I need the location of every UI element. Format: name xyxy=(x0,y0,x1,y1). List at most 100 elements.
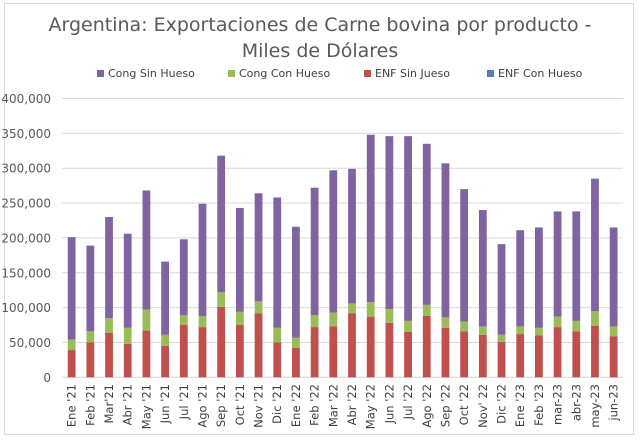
bar-cong-con-hueso xyxy=(553,316,562,328)
y-tick-label: 400,000 xyxy=(1,92,51,106)
x-tick-label: mar-23 xyxy=(551,384,565,425)
x-tick-label: Abr '21 xyxy=(121,384,135,425)
bar-cong-con-hueso xyxy=(441,317,450,328)
legend-item-enf-con-hueso: ENF Con Hueso xyxy=(487,66,582,82)
bar-cong-con-hueso xyxy=(179,315,188,326)
x-tick-label: jun-23 xyxy=(607,384,621,422)
bar-enf-sin-jueso xyxy=(497,341,506,378)
y-tick-label: 200,000 xyxy=(1,231,51,245)
legend-label: Cong Con Hueso xyxy=(239,67,331,80)
chart-title-line-2: Miles de Dólares xyxy=(241,40,399,62)
bar-cong-sin-hueso xyxy=(329,170,338,313)
bar-cong-sin-hueso xyxy=(591,178,599,312)
bar-cong-sin-hueso xyxy=(385,136,394,309)
x-tick-label: Feb '23 xyxy=(532,384,546,426)
legend: Cong Sin Hueso Cong Con Hueso ENF Sin Ju… xyxy=(0,66,640,82)
bar-enf-sin-jueso xyxy=(553,327,562,378)
bar-enf-sin-jueso xyxy=(254,313,263,378)
bar-enf-sin-jueso xyxy=(161,345,169,378)
bar-cong-sin-hueso xyxy=(572,211,581,321)
bar-cong-sin-hueso xyxy=(310,187,319,316)
bar-enf-sin-jueso xyxy=(217,306,226,378)
legend-swatch-blue-icon xyxy=(487,70,494,77)
bar-cong-sin-hueso xyxy=(348,168,356,304)
bar-enf-sin-jueso xyxy=(105,332,113,378)
bar-cong-con-hueso xyxy=(591,311,599,326)
bar-cong-sin-hueso xyxy=(553,211,562,317)
bar-cong-sin-hueso xyxy=(105,216,113,319)
y-tick-label: 0 xyxy=(43,371,51,385)
legend-item-enf-sin-jueso: ENF Sin Jueso xyxy=(364,66,450,82)
bar-cong-con-hueso xyxy=(404,320,412,332)
bar-enf-sin-jueso xyxy=(310,327,319,378)
y-tick-label: 150,000 xyxy=(1,266,51,280)
bar-enf-sin-jueso xyxy=(366,316,375,378)
chart-title: Argentina: Exportaciones de Carne bovina… xyxy=(0,12,640,64)
bar-cong-sin-hueso xyxy=(441,163,450,318)
bar-enf-sin-jueso xyxy=(572,331,581,378)
x-tick-label: Jun '21 xyxy=(158,384,172,424)
bar-enf-sin-jueso xyxy=(123,343,132,378)
x-tick-label: Jul '22 xyxy=(401,384,415,420)
x-tick-label: abr-23 xyxy=(569,384,583,421)
x-tick-label: may-23 xyxy=(588,384,602,428)
y-tick-label: 100,000 xyxy=(1,301,51,315)
bar-cong-sin-hueso xyxy=(161,261,169,335)
bar-cong-sin-hueso xyxy=(254,193,263,302)
x-tick-label: May '22 xyxy=(364,384,378,429)
x-tick-label: Oct '22 xyxy=(457,384,471,425)
x-tick-label: Abr '22 xyxy=(345,384,359,425)
legend-item-cong-con-hueso: Cong Con Hueso xyxy=(228,66,330,82)
x-tick-label: Jul '21 xyxy=(177,384,191,420)
bar-cong-con-hueso xyxy=(292,337,300,349)
bar-enf-sin-jueso xyxy=(609,336,618,378)
bar-enf-sin-jueso xyxy=(235,325,244,378)
bar-enf-sin-jueso xyxy=(86,342,95,378)
x-tick-label: Nov' 22 xyxy=(476,384,490,428)
bar-cong-sin-hueso xyxy=(535,227,543,328)
bar-cong-con-hueso xyxy=(142,309,151,331)
bar-cong-con-hueso xyxy=(497,334,506,342)
x-tick-label: Ene '22 xyxy=(289,384,303,427)
bar-cong-con-hueso xyxy=(67,339,76,351)
bar-cong-con-hueso xyxy=(366,302,375,317)
bar-enf-sin-jueso xyxy=(179,325,188,378)
x-tick-label: Dic '22 xyxy=(495,384,509,424)
bar-enf-sin-jueso xyxy=(478,334,487,378)
x-axis: Ene '21 Feb '21 Mar'21 Abr '21 May '21 Jun '2… xyxy=(65,384,621,429)
bar-cong-sin-hueso xyxy=(478,210,487,327)
legend-label: Cong Sin Hueso xyxy=(108,67,195,80)
x-tick-label: Ago '21 xyxy=(195,384,209,428)
bar-cong-con-hueso xyxy=(329,312,338,327)
bars xyxy=(67,134,618,378)
bar-cong-sin-hueso xyxy=(366,134,375,303)
bar-cong-con-hueso xyxy=(254,301,263,314)
bar-cong-con-hueso xyxy=(105,318,113,333)
x-tick-label: Sep '22 xyxy=(438,384,452,427)
bar-cong-sin-hueso xyxy=(609,227,618,327)
bar-cong-con-hueso xyxy=(422,304,431,316)
bar-enf-sin-jueso xyxy=(422,315,431,378)
bar-enf-sin-jueso xyxy=(348,313,356,378)
bar-enf-sin-jueso xyxy=(516,334,525,378)
x-tick-label: Sep '21 xyxy=(214,384,228,427)
gridlines xyxy=(62,98,623,378)
x-tick-label: May '21 xyxy=(139,384,153,429)
y-tick-label: 350,000 xyxy=(1,127,51,141)
bar-enf-sin-jueso xyxy=(591,325,599,378)
legend-swatch-green-icon xyxy=(228,70,235,77)
legend-item-cong-sin-hueso: Cong Sin Hueso xyxy=(97,66,195,82)
bar-cong-con-hueso xyxy=(385,308,394,323)
x-tick-label: Ene '23 xyxy=(513,384,527,427)
bar-cong-sin-hueso xyxy=(516,230,525,327)
bar-cong-con-hueso xyxy=(217,292,226,307)
chart-title-line-1: Argentina: Exportaciones de Carne bovina… xyxy=(48,14,592,36)
y-axis: 0 50,000 100,000 150,000 200,000 250,000 300,0… xyxy=(1,92,51,385)
bar-cong-con-hueso xyxy=(273,327,282,343)
legend-swatch-red-icon xyxy=(364,70,371,77)
bar-cong-sin-hueso xyxy=(179,239,188,316)
x-tick-label: Feb '21 xyxy=(83,384,97,426)
bar-cong-sin-hueso xyxy=(292,226,300,338)
y-tick-label: 300,000 xyxy=(1,162,51,176)
